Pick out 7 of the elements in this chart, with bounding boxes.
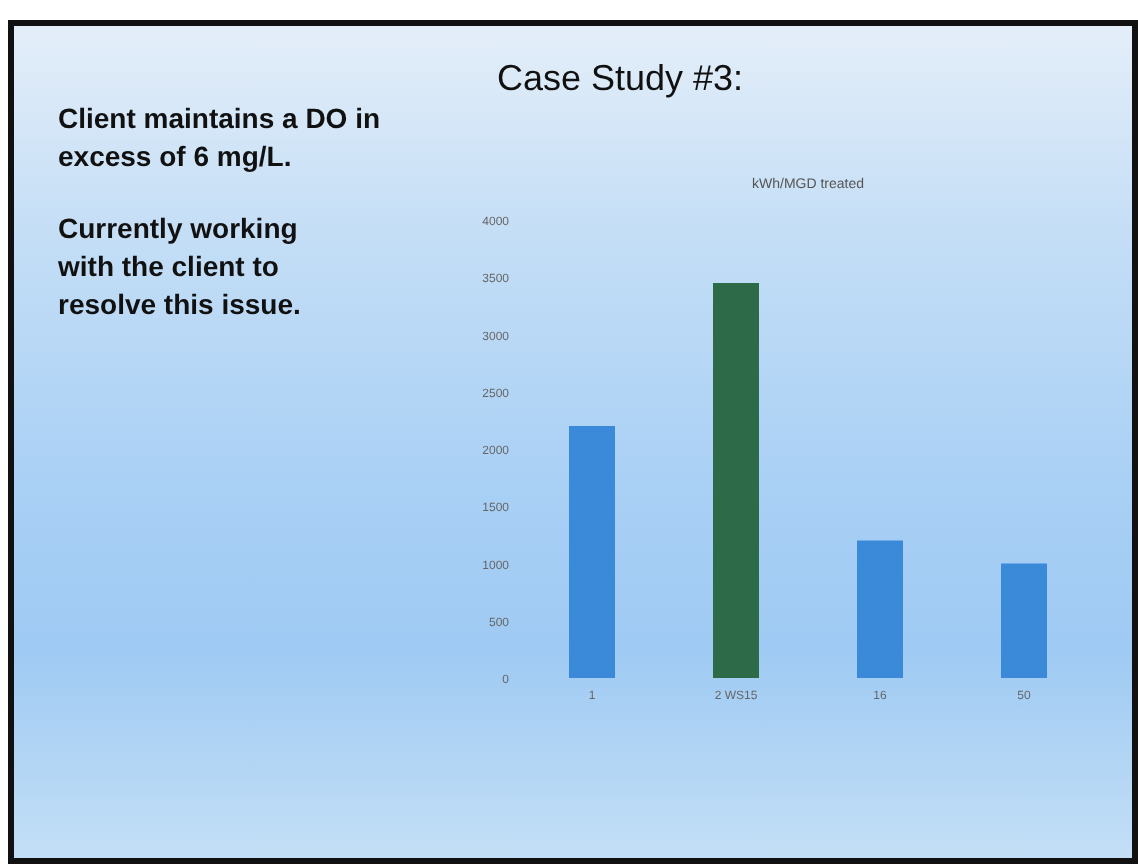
bar	[1001, 563, 1047, 678]
bar	[857, 540, 903, 678]
chart-title: Case Study #3:	[494, 58, 746, 100]
text: Client maintains a DO in excess of 6 mg/L.	[58, 100, 383, 176]
bar	[569, 426, 615, 678]
text: Currently working with the client to resolve this issue.	[58, 210, 303, 324]
bar	[713, 282, 759, 678]
